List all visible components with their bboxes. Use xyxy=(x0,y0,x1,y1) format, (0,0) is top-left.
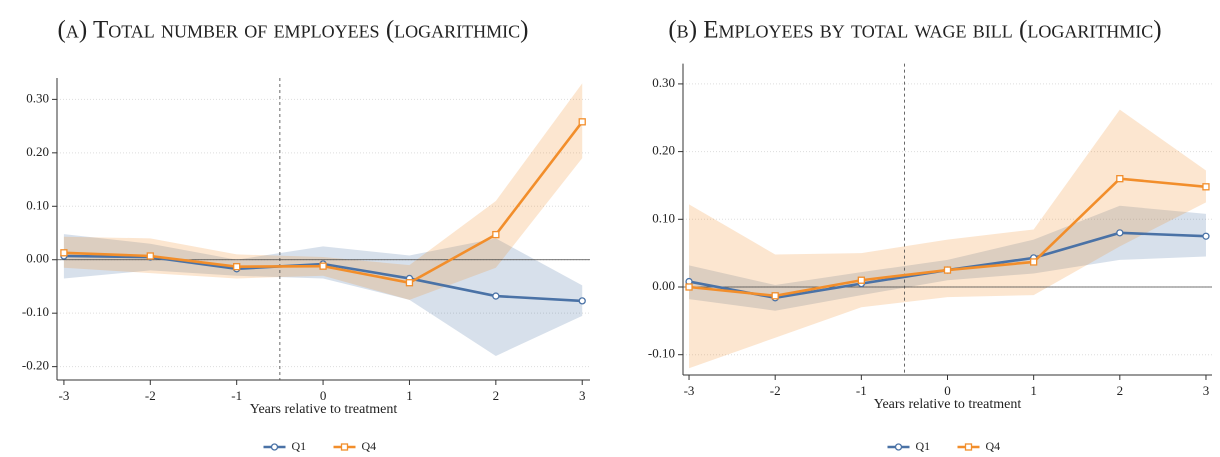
y-tick-label: 0.10 xyxy=(26,197,49,212)
x-tick-label: 3 xyxy=(579,388,586,403)
confidence-band xyxy=(689,109,1206,369)
marker xyxy=(1030,258,1038,266)
x-axis-label: Years relative to treatment xyxy=(250,402,398,417)
marker xyxy=(578,297,586,305)
marker xyxy=(1202,232,1210,240)
x-tick-label: 0 xyxy=(944,383,951,398)
marker xyxy=(60,249,68,257)
chart-title: (a) Total number of employees (logarithm… xyxy=(58,17,529,44)
legend-label: Q4 xyxy=(362,439,377,453)
confidence-band xyxy=(63,234,583,356)
x-tick-label: 1 xyxy=(406,388,413,403)
marker xyxy=(771,292,779,300)
marker xyxy=(319,262,327,270)
x-tick-label: 2 xyxy=(493,388,500,403)
marker xyxy=(1116,175,1124,183)
y-tick-label: 0.00 xyxy=(26,251,49,266)
marker xyxy=(270,443,279,451)
x-axis-label: Years relative to treatment xyxy=(874,397,1022,412)
marker xyxy=(233,263,241,271)
x-tick-label: 2 xyxy=(1117,383,1124,398)
marker xyxy=(685,283,693,291)
chart-title: (b) Employees by total wage bill (logari… xyxy=(668,17,1161,44)
legend-label: Q1 xyxy=(292,439,307,453)
marker xyxy=(1116,229,1124,237)
marker xyxy=(894,443,903,451)
y-tick-label: 0.20 xyxy=(652,143,675,158)
y-tick-label: 0.30 xyxy=(652,75,675,90)
legend-label: Q4 xyxy=(986,439,1001,453)
confidence-band xyxy=(63,83,583,300)
marker xyxy=(146,252,154,260)
panel: (b) Employees by total wage bill (logari… xyxy=(648,17,1212,453)
marker xyxy=(964,443,973,451)
marker xyxy=(1202,183,1210,191)
y-tick-label: 0.00 xyxy=(652,278,675,293)
marker xyxy=(857,276,865,284)
y-tick-label: 0.20 xyxy=(26,144,49,159)
x-tick-label: 1 xyxy=(1030,383,1037,398)
y-tick-label: -0.10 xyxy=(648,346,675,361)
x-tick-label: -1 xyxy=(231,388,242,403)
x-tick-label: 0 xyxy=(320,388,327,403)
marker xyxy=(578,118,586,126)
y-tick-label: -0.20 xyxy=(22,358,49,373)
x-tick-label: -3 xyxy=(58,388,69,403)
x-tick-label: -2 xyxy=(145,388,156,403)
marker xyxy=(340,443,349,451)
marker xyxy=(492,230,500,239)
x-tick-label: -3 xyxy=(684,383,695,398)
x-tick-label: -1 xyxy=(856,383,867,398)
confidence-band xyxy=(689,205,1206,311)
marker xyxy=(943,266,952,274)
marker xyxy=(492,292,500,300)
legend-label: Q1 xyxy=(916,439,931,453)
x-tick-label: -2 xyxy=(770,383,781,398)
y-tick-label: 0.30 xyxy=(26,90,49,105)
y-tick-label: 0.10 xyxy=(652,210,675,225)
marker xyxy=(405,279,414,287)
panel: (a) Total number of employees (logarithm… xyxy=(22,17,590,453)
x-tick-label: 3 xyxy=(1203,383,1210,398)
y-tick-label: -0.10 xyxy=(22,304,49,319)
